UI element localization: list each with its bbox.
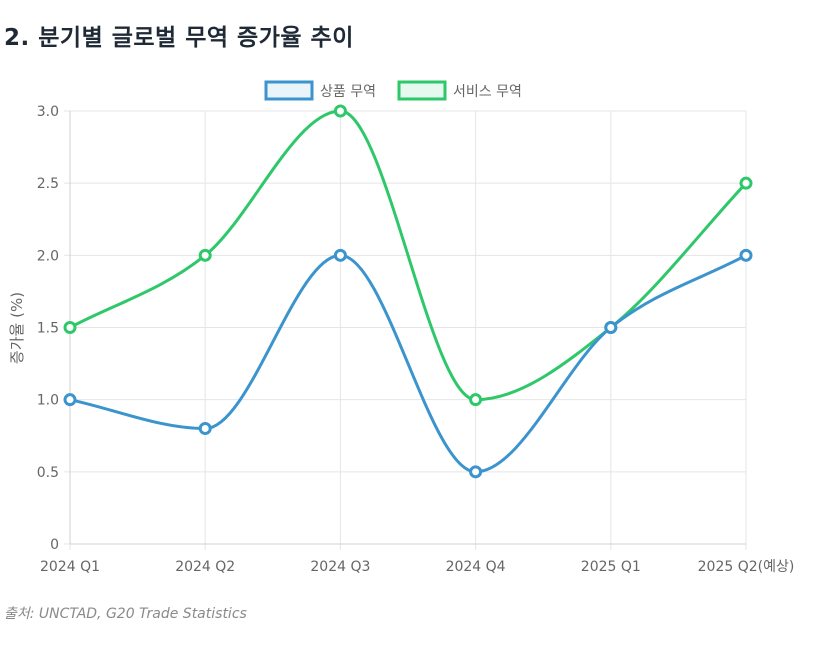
y-tick-label: 2.0 xyxy=(37,248,59,264)
data-point[interactable] xyxy=(63,321,77,334)
x-tick-label: 2025 Q1 xyxy=(581,559,641,575)
y-tick-label: 0 xyxy=(50,537,59,553)
legend-label: 서비스 무역 xyxy=(453,84,522,100)
legend-swatch xyxy=(264,80,314,101)
data-point[interactable] xyxy=(469,465,483,479)
legend-item-services[interactable]: 서비스 무역 xyxy=(397,80,522,101)
data-point[interactable] xyxy=(333,248,347,262)
x-tick-label: 2024 Q1 xyxy=(40,559,100,575)
x-tick-label: 2024 Q3 xyxy=(310,559,370,575)
x-tick-label: 2024 Q4 xyxy=(446,559,506,575)
data-point[interactable] xyxy=(604,321,618,334)
data-point[interactable] xyxy=(739,176,753,190)
y-tick-label: 2.5 xyxy=(37,176,59,192)
chart-grid xyxy=(64,110,747,550)
series-line xyxy=(69,253,747,474)
source-note: 출처: UNCTAD, G20 Trade Statistics xyxy=(4,606,247,622)
data-point[interactable] xyxy=(63,393,77,407)
x-tick-label: 2025 Q2(예상) xyxy=(698,559,795,575)
legend-label: 상품 무역 xyxy=(320,84,376,100)
y-axis-label: 증가율 (%) xyxy=(8,292,26,364)
x-axis-ticks: 2024 Q1 2024 Q2 2024 Q3 2024 Q4 2025 Q1 2025 … xyxy=(40,559,794,575)
y-tick-label: 1.0 xyxy=(37,393,59,409)
y-tick-label: 3.0 xyxy=(37,104,59,120)
data-point[interactable] xyxy=(333,104,347,118)
data-point[interactable] xyxy=(198,422,212,436)
data-point[interactable] xyxy=(198,248,212,262)
data-point[interactable] xyxy=(739,248,753,262)
series-goods xyxy=(63,248,753,479)
page-title: 2. 분기별 글로벌 무역 증가율 추이 xyxy=(4,25,354,51)
legend-item-goods[interactable]: 상품 무역 xyxy=(264,80,376,101)
data-point[interactable] xyxy=(469,393,483,407)
legend-swatch xyxy=(397,80,447,101)
y-tick-label: 0.5 xyxy=(37,465,59,481)
chart-legend[interactable]: 상품 무역 서비스 무역 xyxy=(264,80,522,101)
line-chart: 00.51.01.52.02.53.0 2024 Q1 2024 Q2 2024 Q… xyxy=(8,80,794,575)
y-axis-ticks: 0 0.5 1.0 1.5 2.0 2.5 3.0 xyxy=(37,104,59,553)
x-tick-label: 2024 Q2 xyxy=(175,559,235,575)
chart-series xyxy=(63,104,753,479)
y-tick-label: 1.5 xyxy=(37,321,59,337)
